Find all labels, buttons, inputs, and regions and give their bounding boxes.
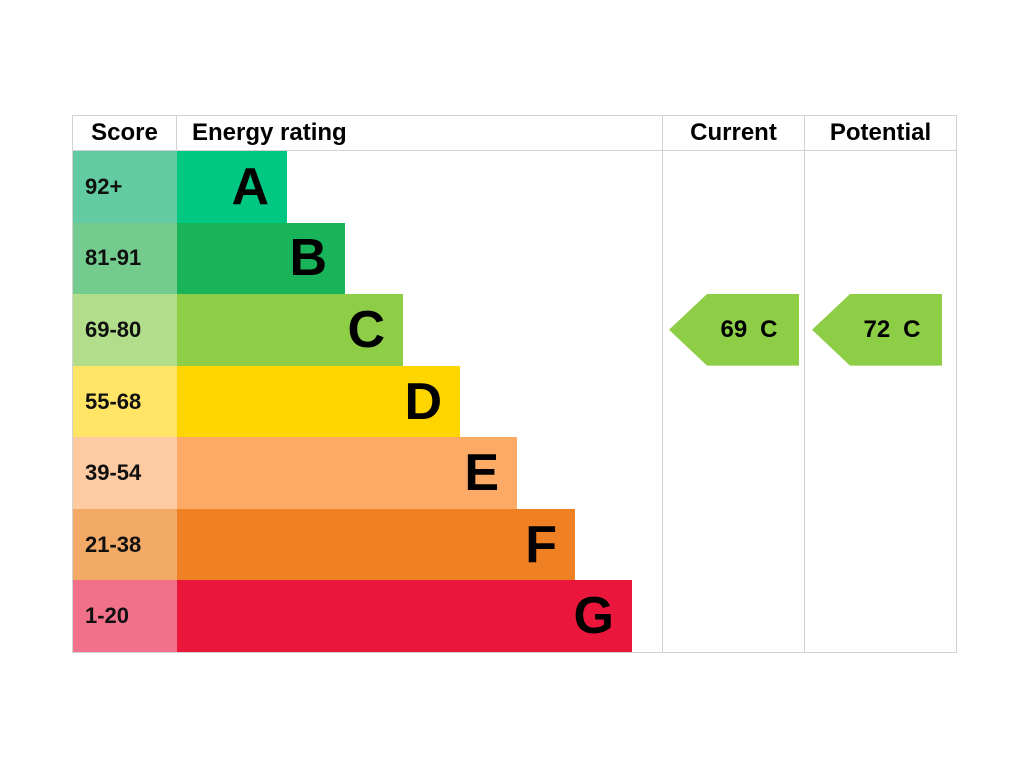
potential-cell-b bbox=[805, 223, 956, 295]
current-cell-e bbox=[663, 437, 805, 509]
epc-rating-table: Score Energy rating Current Potential 92… bbox=[72, 115, 957, 653]
bar-area-b: B bbox=[177, 222, 663, 295]
band-bar-e: E bbox=[177, 437, 517, 509]
band-bar-f: F bbox=[177, 508, 575, 581]
score-cell-a: 92+ bbox=[73, 151, 177, 223]
potential-rating-band: C bbox=[903, 315, 921, 343]
potential-rating-label: 72 C bbox=[812, 294, 942, 366]
left-arrow-shape bbox=[669, 294, 799, 366]
potential-cell-g bbox=[805, 580, 956, 652]
score-cell-c: 69-80 bbox=[73, 294, 177, 366]
current-rating-arrow: 69 C bbox=[669, 294, 799, 366]
current-cell-b bbox=[663, 222, 805, 295]
band-bar-b: B bbox=[177, 222, 345, 295]
current-cell-f bbox=[663, 508, 805, 581]
band-letter-f: F bbox=[525, 515, 557, 574]
current-cell-a bbox=[663, 151, 805, 223]
band-rows: 92+ A 81-91 B bbox=[73, 151, 956, 653]
score-cell-e: 39-54 bbox=[73, 437, 177, 509]
band-letter-b: B bbox=[289, 229, 327, 288]
band-row-e: 39-54 E bbox=[73, 437, 956, 509]
header-current: Current bbox=[663, 116, 805, 150]
band-bar-c: C bbox=[177, 294, 403, 366]
band-row-a: 92+ A bbox=[73, 151, 956, 223]
table-header-row: Score Energy rating Current Potential bbox=[73, 116, 956, 151]
band-bar-a: A bbox=[177, 151, 287, 223]
bar-area-g: G bbox=[177, 580, 663, 653]
band-letter-a: A bbox=[231, 157, 269, 216]
potential-rating-value: 72 bbox=[863, 315, 891, 343]
current-cell-g bbox=[663, 580, 805, 653]
band-bar-d: D bbox=[177, 365, 460, 438]
score-cell-b: 81-91 bbox=[73, 222, 177, 295]
band-letter-g: G bbox=[573, 587, 614, 646]
band-letter-c: C bbox=[347, 300, 385, 359]
header-score: Score bbox=[73, 116, 177, 150]
band-row-c: 69-80 C 69 C bbox=[73, 294, 956, 366]
bar-area-a: A bbox=[177, 151, 663, 223]
potential-cell-d bbox=[805, 366, 956, 438]
potential-cell-f bbox=[805, 509, 956, 581]
current-rating-band: C bbox=[760, 315, 778, 343]
band-row-b: 81-91 B bbox=[73, 222, 956, 295]
score-cell-d: 55-68 bbox=[73, 365, 177, 438]
bar-area-f: F bbox=[177, 508, 663, 581]
band-letter-d: D bbox=[404, 372, 442, 431]
current-cell-c: 69 C bbox=[663, 294, 805, 366]
header-energy-rating: Energy rating bbox=[177, 116, 663, 150]
current-rating-value: 69 bbox=[720, 315, 748, 343]
potential-rating-arrow: 72 C bbox=[812, 294, 942, 366]
potential-cell-c: 72 C bbox=[805, 294, 956, 366]
potential-cell-a bbox=[805, 151, 956, 223]
band-row-f: 21-38 F bbox=[73, 508, 956, 581]
bar-area-c: C bbox=[177, 294, 663, 366]
potential-cell-e bbox=[805, 437, 956, 509]
left-arrow-shape bbox=[812, 294, 942, 366]
score-cell-f: 21-38 bbox=[73, 508, 177, 581]
band-bar-g: G bbox=[177, 580, 632, 653]
band-letter-e: E bbox=[464, 444, 499, 503]
current-cell-d bbox=[663, 365, 805, 438]
bar-area-e: E bbox=[177, 437, 663, 509]
bar-area-d: D bbox=[177, 365, 663, 438]
band-row-g: 1-20 G bbox=[73, 580, 956, 653]
header-potential: Potential bbox=[829, 119, 932, 146]
band-row-d: 55-68 D bbox=[73, 365, 956, 438]
current-rating-label: 69 C bbox=[669, 294, 799, 366]
score-cell-g: 1-20 bbox=[73, 580, 177, 653]
